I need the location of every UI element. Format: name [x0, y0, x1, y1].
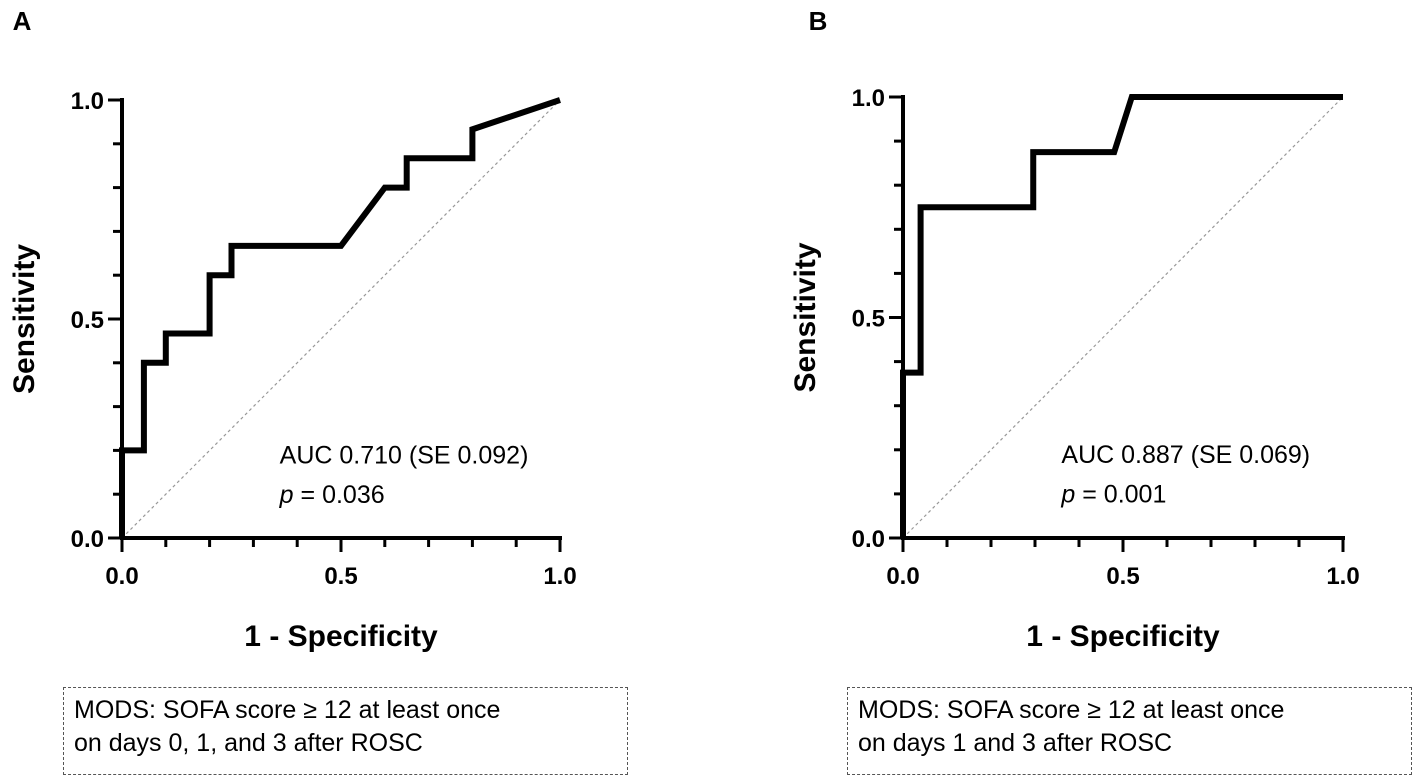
y-tick-label: 1.0 — [852, 85, 885, 112]
x-tick-label: 0.0 — [105, 563, 138, 590]
x-tick-label: 0.5 — [1106, 563, 1139, 590]
x-axis-label: 1 - Specificity — [1026, 620, 1220, 653]
y-tick-label: 1.0 — [71, 88, 104, 115]
caption-line: on days 0, 1, and 3 after ROSC — [74, 729, 423, 757]
caption-line: on days 1 and 3 after ROSC — [858, 729, 1173, 757]
reference-diagonal — [902, 96, 1344, 539]
p-label: p — [1060, 481, 1075, 509]
caption-line: MODS: SOFA score ≥ 12 at least once — [74, 696, 501, 724]
y-axis-label: Sensitivity — [8, 244, 41, 394]
y-tick-label: 0.5 — [852, 306, 885, 333]
y-axis-label: Sensitivity — [789, 242, 822, 392]
x-tick-label: 1.0 — [1326, 563, 1359, 590]
roc-curve — [119, 97, 561, 538]
x-tick-label: 0.0 — [886, 563, 919, 590]
panel-label: A — [13, 6, 32, 36]
reference-diagonal — [121, 99, 561, 539]
caption-line: MODS: SOFA score ≥ 12 at least once — [858, 696, 1285, 724]
p-label: p — [279, 481, 294, 509]
auc-annotation: AUC 0.710 (SE 0.092) — [280, 442, 529, 470]
p-value-annotation: p = 0.036 — [279, 481, 385, 509]
auc-annotation: AUC 0.887 (SE 0.069) — [1061, 441, 1310, 469]
p-value-annotation: p = 0.001 — [1060, 481, 1166, 509]
x-tick-label: 1.0 — [543, 563, 576, 590]
roc-curve — [900, 94, 1343, 538]
p-value: = 0.001 — [1075, 481, 1166, 509]
caption-box-b: MODS: SOFA score ≥ 12 at least once on d… — [847, 687, 1412, 775]
x-axis-label: 1 - Specificity — [244, 620, 438, 653]
caption-box-a: MODS: SOFA score ≥ 12 at least once on d… — [63, 687, 628, 775]
y-tick-label: 0.0 — [71, 526, 104, 553]
y-tick-label: 0.0 — [852, 526, 885, 553]
panel-label: B — [809, 6, 828, 36]
x-tick-label: 0.5 — [324, 563, 357, 590]
p-value: = 0.036 — [294, 481, 385, 509]
y-tick-label: 0.5 — [71, 307, 104, 334]
